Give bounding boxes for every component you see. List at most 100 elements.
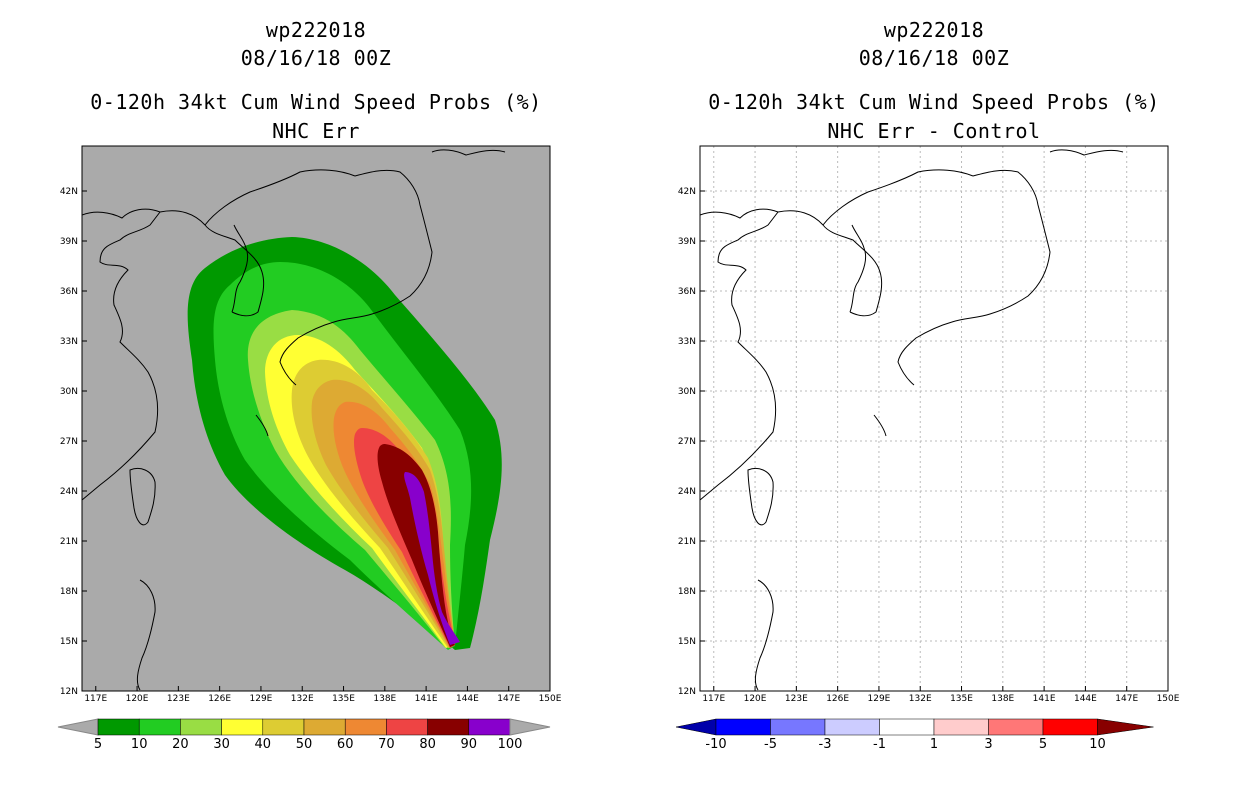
- colorbar-swatch: [344, 718, 387, 736]
- colorbar-label: -5: [764, 737, 777, 752]
- colorbar-label: 100: [498, 737, 523, 752]
- lon-tick-label: 141E: [1033, 694, 1056, 704]
- lon-tick-label: 150E: [1157, 694, 1180, 704]
- colorbar-swatch: [468, 718, 511, 736]
- right-difference-map: 117E 120E 123E 126E 129E 132E 135E 138E 141E 144E…: [675, 145, 1180, 752]
- left-probability-map: 117E 120E 123E 126E 129E 132E 135E 138E 141E 144E…: [57, 145, 562, 752]
- right-product-title: 0-120h 34kt Cum Wind Speed Probs (%): [708, 90, 1160, 114]
- right-subtitle: NHC Err - Control: [827, 119, 1041, 143]
- colorbar-swatch: [386, 718, 428, 736]
- lat-tick-label: 12N: [678, 687, 696, 697]
- colorbar-label: -10: [705, 737, 726, 752]
- colorbar-swatch: [97, 718, 140, 736]
- right-axis-ticks: 117E 120E 123E 126E 129E 132E 135E 138E 141E 144E…: [678, 187, 1180, 704]
- contour-90: [404, 472, 460, 645]
- colorbar-label: 50: [296, 737, 313, 752]
- lon-tick-label: 138E: [991, 694, 1014, 704]
- lat-tick-label: 15N: [60, 637, 78, 647]
- lon-tick-label: 117E: [702, 694, 725, 704]
- lat-tick-label: 33N: [60, 337, 78, 347]
- colorbar-label: 90: [461, 737, 478, 752]
- left-datetime: 08/16/18 00Z: [240, 46, 392, 70]
- lon-tick-label: 138E: [373, 694, 396, 704]
- lat-tick-label: 18N: [60, 587, 78, 597]
- colorbar-label: -1: [873, 737, 886, 752]
- lon-tick-label: 126E: [826, 694, 849, 704]
- left-colorbar: 5 10 20 30 40 50 60 70 80 90 100: [57, 718, 551, 752]
- colorbar-swatch: [138, 718, 181, 736]
- lon-tick-label: 147E: [497, 694, 520, 704]
- colorbar-swatch: [933, 718, 989, 736]
- lon-tick-label: 123E: [785, 694, 808, 704]
- lat-tick-label: 12N: [60, 687, 78, 697]
- left-coastlines: [82, 149, 506, 691]
- colorbar-label: 70: [378, 737, 395, 752]
- left-axis-ticks: 117E 120E 123E 126E 129E 132E 135E 138E 141E 144E…: [60, 187, 562, 704]
- left-probability-contours: [187, 237, 502, 650]
- lon-tick-label: 117E: [84, 694, 107, 704]
- lat-tick-label: 30N: [678, 387, 696, 397]
- lat-tick-label: 39N: [678, 237, 696, 247]
- colorbar-label: -3: [819, 737, 832, 752]
- lat-tick-label: 27N: [60, 437, 78, 447]
- colorbar-label: 60: [337, 737, 354, 752]
- colorbar-label: 5: [1039, 737, 1047, 752]
- lat-tick-label: 18N: [678, 587, 696, 597]
- lat-tick-label: 39N: [60, 237, 78, 247]
- colorbar-swatch: [879, 718, 935, 736]
- lat-tick-label: 33N: [678, 337, 696, 347]
- lon-tick-label: 147E: [1115, 694, 1138, 704]
- lon-tick-label: 132E: [909, 694, 932, 704]
- lat-tick-label: 21N: [678, 537, 696, 547]
- colorbar-label: 10: [131, 737, 148, 752]
- colorbar-swatch: [180, 718, 222, 736]
- lat-tick-label: 15N: [678, 637, 696, 647]
- lat-tick-label: 30N: [60, 387, 78, 397]
- lat-tick-label: 36N: [678, 287, 696, 297]
- colorbar-label: 80: [419, 737, 436, 752]
- right-datetime: 08/16/18 00Z: [858, 46, 1010, 70]
- lon-tick-label: 120E: [126, 694, 149, 704]
- colorbar-swatch: [988, 718, 1044, 736]
- colorbar-swatch: [427, 718, 470, 736]
- colorbar-label: 20: [172, 737, 189, 752]
- lon-tick-label: 135E: [332, 694, 355, 704]
- left-product-title: 0-120h 34kt Cum Wind Speed Probs (%): [90, 90, 542, 114]
- right-storm-id: wp222018: [883, 18, 985, 42]
- lat-tick-label: 21N: [60, 537, 78, 547]
- colorbar-label: 5: [94, 737, 102, 752]
- left-subtitle: NHC Err: [272, 119, 360, 143]
- colorbar-label: 30: [213, 737, 230, 752]
- colorbar-swatch: [303, 718, 346, 736]
- lat-tick-label: 42N: [678, 187, 696, 197]
- colorbar-swatch: [262, 718, 305, 736]
- left-storm-id: wp222018: [265, 18, 367, 42]
- lon-tick-label: 132E: [291, 694, 314, 704]
- lon-tick-label: 135E: [950, 694, 973, 704]
- lat-tick-label: 24N: [60, 487, 78, 497]
- right-map-frame: [699, 145, 1169, 692]
- colorbar-label: 1: [930, 737, 938, 752]
- right-map-background: [700, 146, 1168, 691]
- colorbar-label: 10: [1089, 737, 1106, 752]
- right-coastlines: [700, 149, 1124, 691]
- lon-tick-label: 123E: [167, 694, 190, 704]
- lon-tick-label: 129E: [250, 694, 273, 704]
- lat-tick-label: 24N: [678, 487, 696, 497]
- left-map-frame: [81, 145, 551, 692]
- lon-tick-label: 129E: [868, 694, 891, 704]
- colorbar-label: 40: [255, 737, 272, 752]
- lat-tick-label: 27N: [678, 437, 696, 447]
- lon-tick-label: 150E: [539, 694, 562, 704]
- colorbar-swatch: [221, 718, 264, 736]
- lat-tick-label: 36N: [60, 287, 78, 297]
- colorbar-swatch: [1042, 718, 1098, 736]
- lon-tick-label: 120E: [744, 694, 767, 704]
- colorbar-swatch: [715, 718, 771, 736]
- lon-tick-label: 144E: [456, 694, 479, 704]
- lon-tick-label: 141E: [415, 694, 438, 704]
- lon-tick-label: 126E: [208, 694, 231, 704]
- lat-tick-label: 42N: [60, 187, 78, 197]
- lon-tick-label: 144E: [1074, 694, 1097, 704]
- colorbar-swatch: [770, 718, 826, 736]
